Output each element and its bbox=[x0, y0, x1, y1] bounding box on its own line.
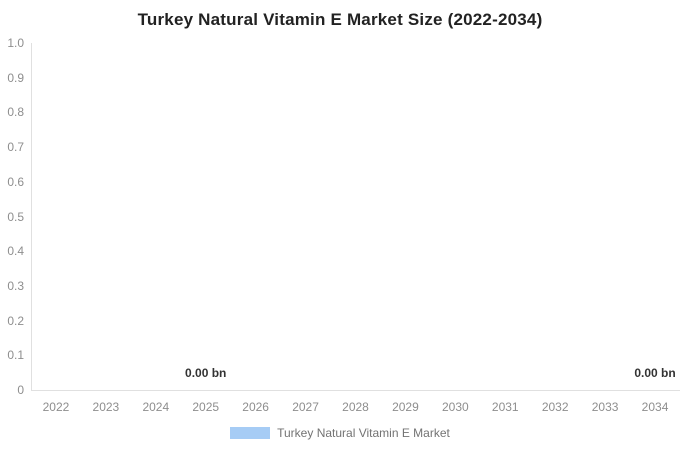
y-axis-label: 0.7 bbox=[7, 140, 24, 155]
y-axis-label: 0 bbox=[17, 383, 24, 397]
y-axis-label: 0.3 bbox=[7, 278, 24, 293]
y-axis-label: 0.2 bbox=[7, 313, 24, 328]
data-label: 0.00 bn bbox=[634, 366, 676, 380]
chart-title: Turkey Natural Vitamin E Market Size (20… bbox=[137, 10, 543, 29]
x-axis-label: 2026 bbox=[242, 400, 269, 414]
x-axis-label: 2031 bbox=[491, 400, 519, 414]
y-axis-label: 0.6 bbox=[7, 174, 24, 189]
x-axis-label: 2028 bbox=[342, 400, 369, 414]
y-axis-label: 0.9 bbox=[7, 70, 24, 85]
y-axis-label: 0.5 bbox=[7, 209, 24, 224]
x-axis-label: 2033 bbox=[591, 400, 619, 414]
y-axis-line bbox=[31, 43, 32, 390]
y-axis-label: 0.1 bbox=[7, 348, 24, 363]
x-axis-label: 2030 bbox=[441, 400, 469, 414]
data-label: 0.00 bn bbox=[185, 366, 227, 380]
x-axis-label: 2025 bbox=[192, 400, 220, 414]
x-axis-label: 2027 bbox=[292, 400, 319, 414]
y-axis-label: 0.4 bbox=[7, 244, 24, 259]
legend-swatch bbox=[230, 427, 271, 439]
legend: Turkey Natural Vitamin E Market bbox=[0, 424, 680, 442]
y-axis-label: 0.8 bbox=[7, 105, 24, 120]
legend-item[interactable]: Turkey Natural Vitamin E Market bbox=[230, 424, 450, 442]
x-axis-label: 2023 bbox=[92, 400, 120, 414]
x-axis-label: 2024 bbox=[142, 400, 170, 414]
x-axis-label: 2029 bbox=[392, 400, 419, 414]
y-axis-label: 1.0 bbox=[7, 36, 24, 50]
x-axis-label: 2032 bbox=[541, 400, 569, 414]
x-axis-label: 2034 bbox=[641, 400, 669, 414]
x-axis-line bbox=[31, 390, 680, 391]
x-axis-label: 2022 bbox=[42, 400, 70, 414]
legend-label: Turkey Natural Vitamin E Market bbox=[277, 426, 450, 440]
